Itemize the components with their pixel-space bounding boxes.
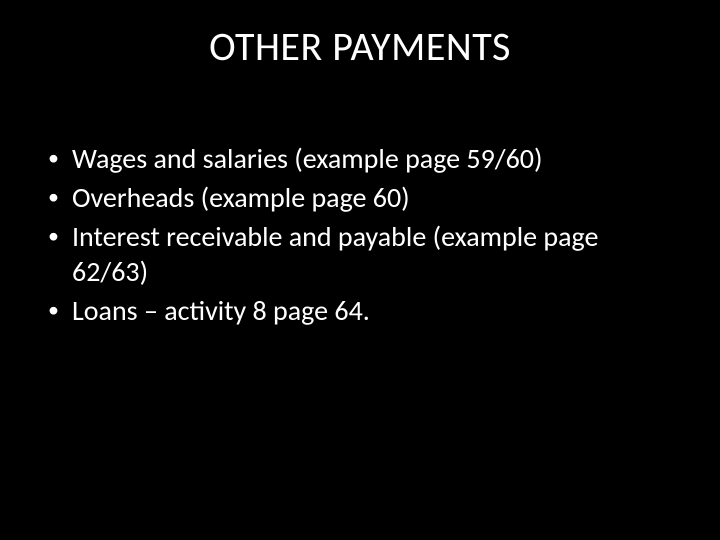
slide-body: Wages and salaries (example page 59/60) … [0, 71, 720, 328]
slide: OTHER PAYMENTS Wages and salaries (examp… [0, 0, 720, 540]
list-item: Wages and salaries (example page 59/60) [40, 141, 680, 176]
slide-title: OTHER PAYMENTS [0, 0, 720, 71]
list-item: Overheads (example page 60) [40, 180, 680, 215]
list-item: Loans – activity 8 page 64. [40, 293, 680, 328]
list-item: Interest receivable and payable (example… [40, 219, 680, 289]
bullet-list: Wages and salaries (example page 59/60) … [40, 141, 680, 328]
